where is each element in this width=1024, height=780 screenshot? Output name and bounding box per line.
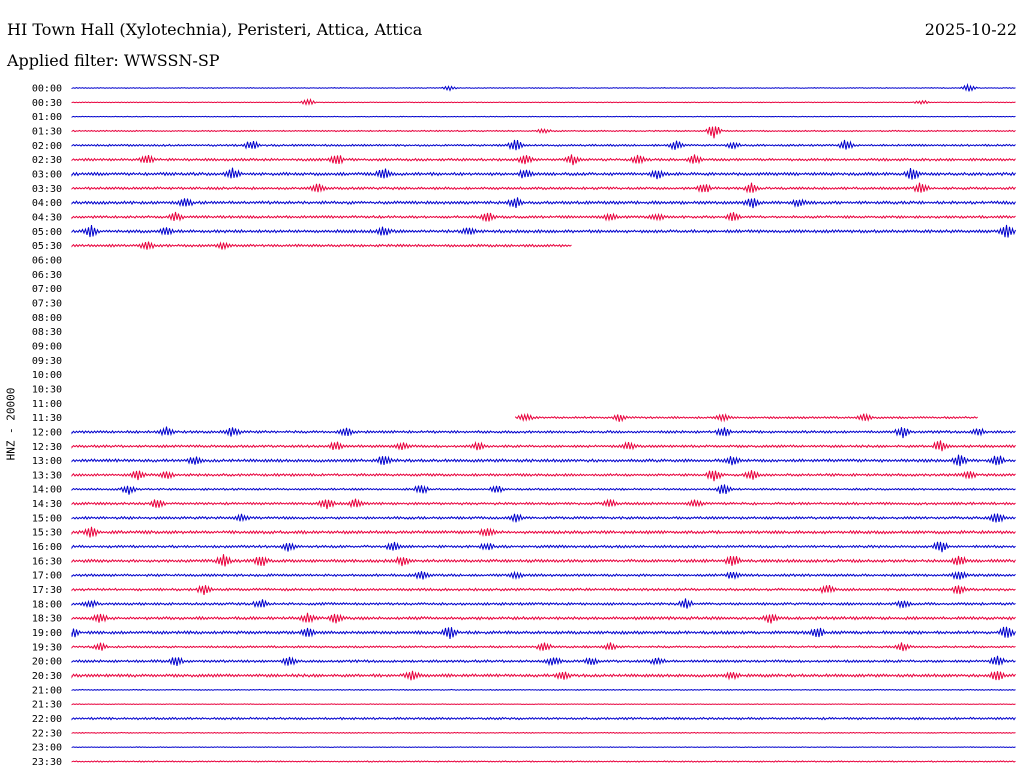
- time-tick-label: 12:30: [32, 442, 62, 453]
- trace-line: [71, 115, 1016, 118]
- trace-line: [71, 716, 1016, 721]
- trace-line: [71, 484, 1016, 495]
- time-tick-label: 01:30: [32, 126, 62, 137]
- time-tick-label: 22:30: [32, 728, 62, 739]
- time-tick-label: 20:00: [32, 657, 62, 668]
- time-tick-label: 15:30: [32, 528, 62, 539]
- time-tick-label: 06:30: [32, 270, 62, 281]
- trace-line: [71, 241, 572, 251]
- time-tick-label: 02:30: [32, 155, 62, 166]
- trace-line: [71, 126, 1016, 139]
- time-tick-label: 13:00: [32, 456, 62, 467]
- trace-line: [71, 554, 1016, 567]
- time-tick-label: 23:30: [32, 757, 62, 768]
- time-tick-label: 11:30: [32, 413, 62, 424]
- trace-line: [71, 154, 1016, 166]
- time-tick-label: 11:00: [32, 399, 62, 410]
- station-title: HI Town Hall (Xylotechnia), Peristeri, A…: [7, 20, 423, 39]
- date-label: 2025-10-22: [924, 20, 1017, 39]
- trace-line: [71, 526, 1016, 538]
- time-tick-label: 21:00: [32, 685, 62, 696]
- time-tick-label: 15:00: [32, 513, 62, 524]
- trace-line: [71, 541, 1016, 553]
- time-tick-label: 16:00: [32, 542, 62, 553]
- time-tick-label: 09:00: [32, 341, 62, 352]
- time-tick-label: 20:30: [32, 671, 62, 682]
- trace-line: [71, 626, 1016, 639]
- trace-line: [71, 760, 1016, 763]
- time-tick-label: 18:30: [32, 614, 62, 625]
- time-tick-label: 12:00: [32, 427, 62, 438]
- trace-line: [71, 612, 1016, 624]
- time-tick-label: 05:30: [32, 241, 62, 252]
- time-tick-label: 14:00: [32, 485, 62, 496]
- time-tick-label: 17:30: [32, 585, 62, 596]
- trace-line: [71, 642, 1016, 652]
- time-tick-label: 08:00: [32, 313, 62, 324]
- time-tick-label: 06:00: [32, 255, 62, 266]
- filter-label: Applied filter: WWSSN-SP: [7, 51, 220, 70]
- trace-line: [71, 731, 1016, 734]
- trace-line: [71, 513, 1016, 523]
- trace-line: [71, 584, 1016, 595]
- trace-line: [71, 426, 1016, 439]
- time-tick-label: 10:30: [32, 384, 62, 395]
- time-tick-label: 21:30: [32, 700, 62, 711]
- time-tick-label: 19:30: [32, 642, 62, 653]
- time-tick-label: 23:00: [32, 743, 62, 754]
- time-tick-label: 17:00: [32, 571, 62, 582]
- time-tick-label: 09:30: [32, 356, 62, 367]
- trace-line: [71, 670, 1016, 681]
- time-tick-label: 01:00: [32, 112, 62, 123]
- time-tick-label: 04:00: [32, 198, 62, 209]
- trace-line: [71, 746, 1016, 749]
- trace-line: [71, 211, 1016, 222]
- time-tick-label: 13:30: [32, 470, 62, 481]
- time-tick-label: 07:00: [32, 284, 62, 295]
- trace-line: [71, 498, 1016, 510]
- trace-line: [71, 655, 1016, 667]
- time-tick-label: 02:00: [32, 141, 62, 152]
- trace-line: [71, 139, 1016, 151]
- time-tick-label: 08:30: [32, 327, 62, 338]
- trace-line: [71, 182, 1016, 194]
- time-tick-label: 00:00: [32, 84, 62, 95]
- trace-line: [71, 82, 1016, 92]
- trace-line: [71, 470, 1016, 482]
- time-tick-label: 03:00: [32, 169, 62, 180]
- time-tick-label: 18:00: [32, 599, 62, 610]
- time-tick-label: 00:30: [32, 98, 62, 109]
- trace-line: [71, 598, 1016, 609]
- trace-line: [71, 703, 1016, 706]
- trace-line: [71, 197, 1016, 209]
- time-tick-label: 16:30: [32, 556, 62, 567]
- time-tick-label: 14:30: [32, 499, 62, 510]
- trace-line: [71, 224, 1016, 238]
- time-tick-label: 03:30: [32, 184, 62, 195]
- trace-line: [71, 454, 1016, 467]
- trace-line: [71, 98, 1016, 106]
- time-tick-label: 07:30: [32, 298, 62, 309]
- time-tick-label: 22:00: [32, 714, 62, 725]
- time-tick-label: 04:30: [32, 212, 62, 223]
- trace-line: [71, 688, 1016, 691]
- time-tick-label: 19:00: [32, 628, 62, 639]
- trace-line: [71, 440, 1016, 452]
- trace-line: [71, 570, 1016, 581]
- time-tick-label: 10:00: [32, 370, 62, 381]
- time-tick-label: 05:00: [32, 227, 62, 238]
- trace-line: [71, 167, 1016, 180]
- trace-line: [515, 412, 978, 423]
